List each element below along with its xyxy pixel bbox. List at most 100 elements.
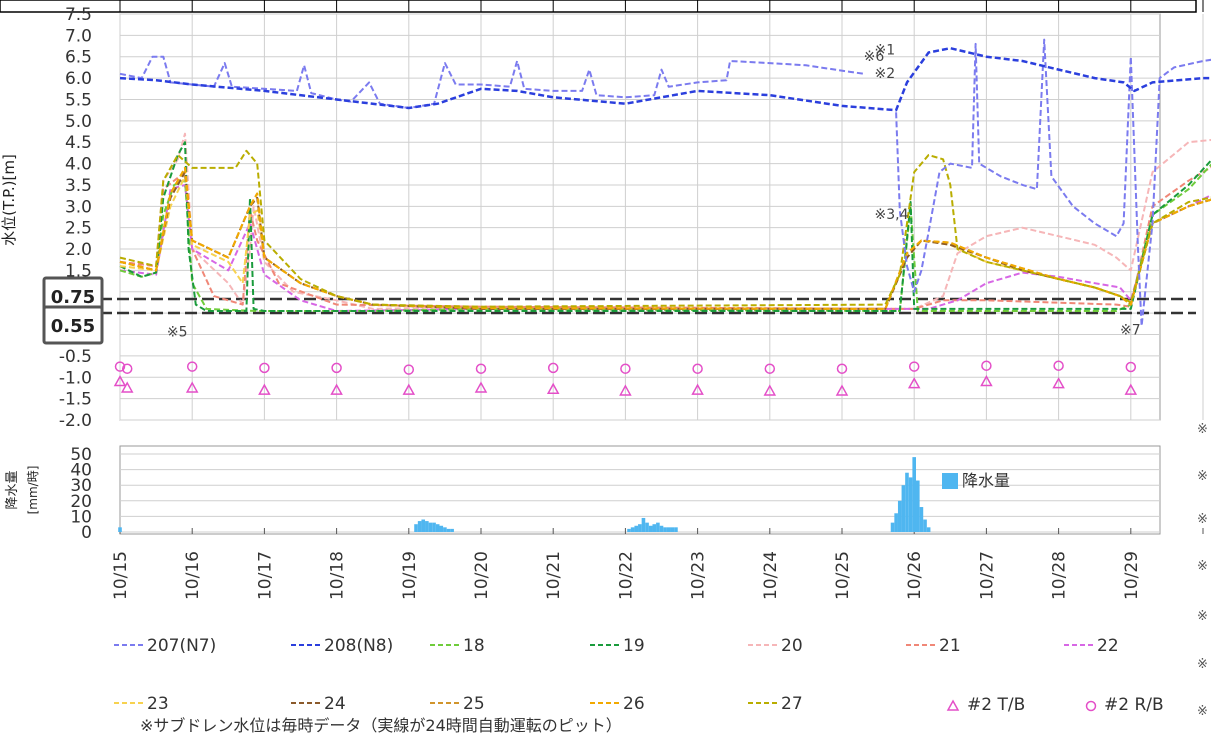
water-level-series: [119, 38, 1211, 327]
rain-bar: [630, 527, 635, 532]
legend-label-s21: 21: [939, 636, 961, 656]
legend-label-s207: 207(N7): [147, 636, 216, 656]
legend: 207(N7) 208(N8) 18 19 20 21 22 23 24 25 26 27 #2 T/B…: [114, 636, 1164, 715]
date-label: 10/26: [905, 551, 925, 600]
rain-bar: [641, 517, 646, 532]
annotation: ※6: [864, 49, 885, 65]
right-margin-mark: ※: [1197, 657, 1208, 672]
rain-bar: [894, 513, 898, 532]
tb-triangle-marker: [763, 384, 777, 396]
rain-bar: [432, 522, 436, 532]
rain-bar: [674, 527, 678, 532]
y-tick-label: -0.5: [59, 347, 92, 367]
rainfall-bars: [118, 457, 931, 532]
y-tick-label: 2.5: [65, 219, 92, 239]
y-tick-label: -1.5: [59, 390, 92, 410]
rb-circle-marker: [620, 363, 631, 374]
rain-bar: [428, 522, 433, 532]
date-label: 10/22: [616, 551, 636, 600]
rain-y-tick-label: 50: [70, 445, 92, 465]
rb-circle-marker: [186, 361, 198, 372]
y-tick-label: 6.5: [65, 48, 92, 68]
date-label: 10/29: [1122, 551, 1142, 600]
legend-label-s20: 20: [781, 636, 803, 656]
top-frame-ticks: [119, 0, 1204, 12]
water-level-plot-area: [119, 13, 1161, 421]
tb-triangle-marker: [907, 377, 921, 389]
tb-triangle-marker: [546, 382, 560, 394]
building-level-markers: [113, 360, 1138, 396]
rb-circle-marker: [1053, 360, 1064, 371]
rain-bar: [912, 457, 916, 532]
y-tick-label: 2.0: [65, 240, 92, 260]
legend-tb-marker: [946, 699, 960, 711]
series-line-26: [119, 166, 1211, 310]
series-line-27: [119, 149, 1211, 308]
date-label: 10/18: [328, 551, 348, 600]
rain-bar: [648, 525, 653, 532]
rainfall-axis-unit: [mm/時]: [26, 466, 40, 515]
date-label: 10/28: [1050, 551, 1070, 600]
rain-bar: [417, 521, 422, 532]
legend-label-s22: 22: [1097, 636, 1119, 656]
legend-label-rb: #2 R/B: [1104, 695, 1164, 715]
tb-triangle-marker: [113, 374, 127, 387]
tb-triangle-marker: [330, 383, 343, 395]
tb-triangle-marker: [835, 384, 849, 396]
right-margin-mark: ※: [1197, 512, 1208, 527]
rain-bar: [666, 527, 671, 532]
rain-bar: [905, 472, 909, 532]
tb-triangle-marker: [474, 381, 488, 393]
rain-bar: [421, 519, 426, 532]
series-line-208(N8): [119, 46, 1211, 112]
water-level-gridlines: [119, 13, 1204, 421]
y-tick-label: 5.0: [65, 112, 92, 132]
series-line-20: [119, 132, 1211, 310]
rain-y-tick-label: 30: [70, 476, 92, 496]
rb-circle-marker: [121, 363, 133, 374]
reference-lines: 0.75 0.55: [42, 276, 1196, 345]
rain-bar: [919, 507, 924, 532]
rain-y-tick-label: 0: [81, 523, 92, 543]
rain-bar: [670, 527, 675, 532]
date-label: 10/27: [977, 551, 997, 600]
rb-circle-marker: [692, 363, 703, 374]
y-tick-label: 4.5: [65, 133, 92, 153]
series-line-207(N7)-after: [895, 38, 1211, 327]
rain-bar: [923, 519, 927, 532]
rb-circle-marker: [259, 362, 270, 374]
rain-y-tick-label: 20: [70, 492, 92, 512]
date-label: 10/21: [544, 551, 564, 600]
rainfall-gridlines: [119, 453, 1204, 534]
annotation: ※5: [167, 325, 188, 341]
reference-label-box: [42, 305, 104, 345]
rain-y-tick-label: 40: [70, 461, 92, 481]
y-tick-label: -1.0: [59, 368, 92, 388]
right-margin-mark: ※: [1197, 609, 1208, 624]
rainfall-legend-swatch: [942, 473, 958, 489]
legend-label-s19: 19: [623, 636, 645, 656]
rain-bar: [450, 528, 454, 532]
series-line-21: [119, 166, 1211, 310]
tb-triangle-marker: [1124, 383, 1138, 395]
tb-triangle-marker: [120, 381, 134, 393]
date-label: 10/15: [111, 551, 131, 600]
annotation: ※2: [874, 66, 895, 82]
rain-bar: [656, 522, 660, 532]
rainfall-plot-area: [119, 445, 1161, 535]
rb-circle-marker: [331, 362, 342, 374]
water-level-axis-title: 水位(T.P.)[m]: [0, 154, 18, 246]
rb-circle-marker: [836, 363, 848, 374]
rain-bar: [663, 527, 667, 532]
rain-y-tick-label: 10: [70, 507, 92, 527]
rain-bar: [435, 524, 440, 532]
tb-triangle-marker: [185, 381, 199, 393]
legend-label-s18: 18: [463, 636, 485, 656]
rain-bar: [439, 525, 444, 532]
y-tick-label: 6.0: [65, 69, 92, 89]
date-label: 10/19: [400, 551, 420, 600]
reference-label: 0.55: [51, 316, 95, 337]
right-margin-mark: ※: [1197, 559, 1208, 574]
date-label: 10/17: [255, 551, 275, 600]
date-axis-labels: 10/15 10/16 10/17 10/18 10/19 10/20 10/21 10/22…: [111, 551, 1142, 600]
